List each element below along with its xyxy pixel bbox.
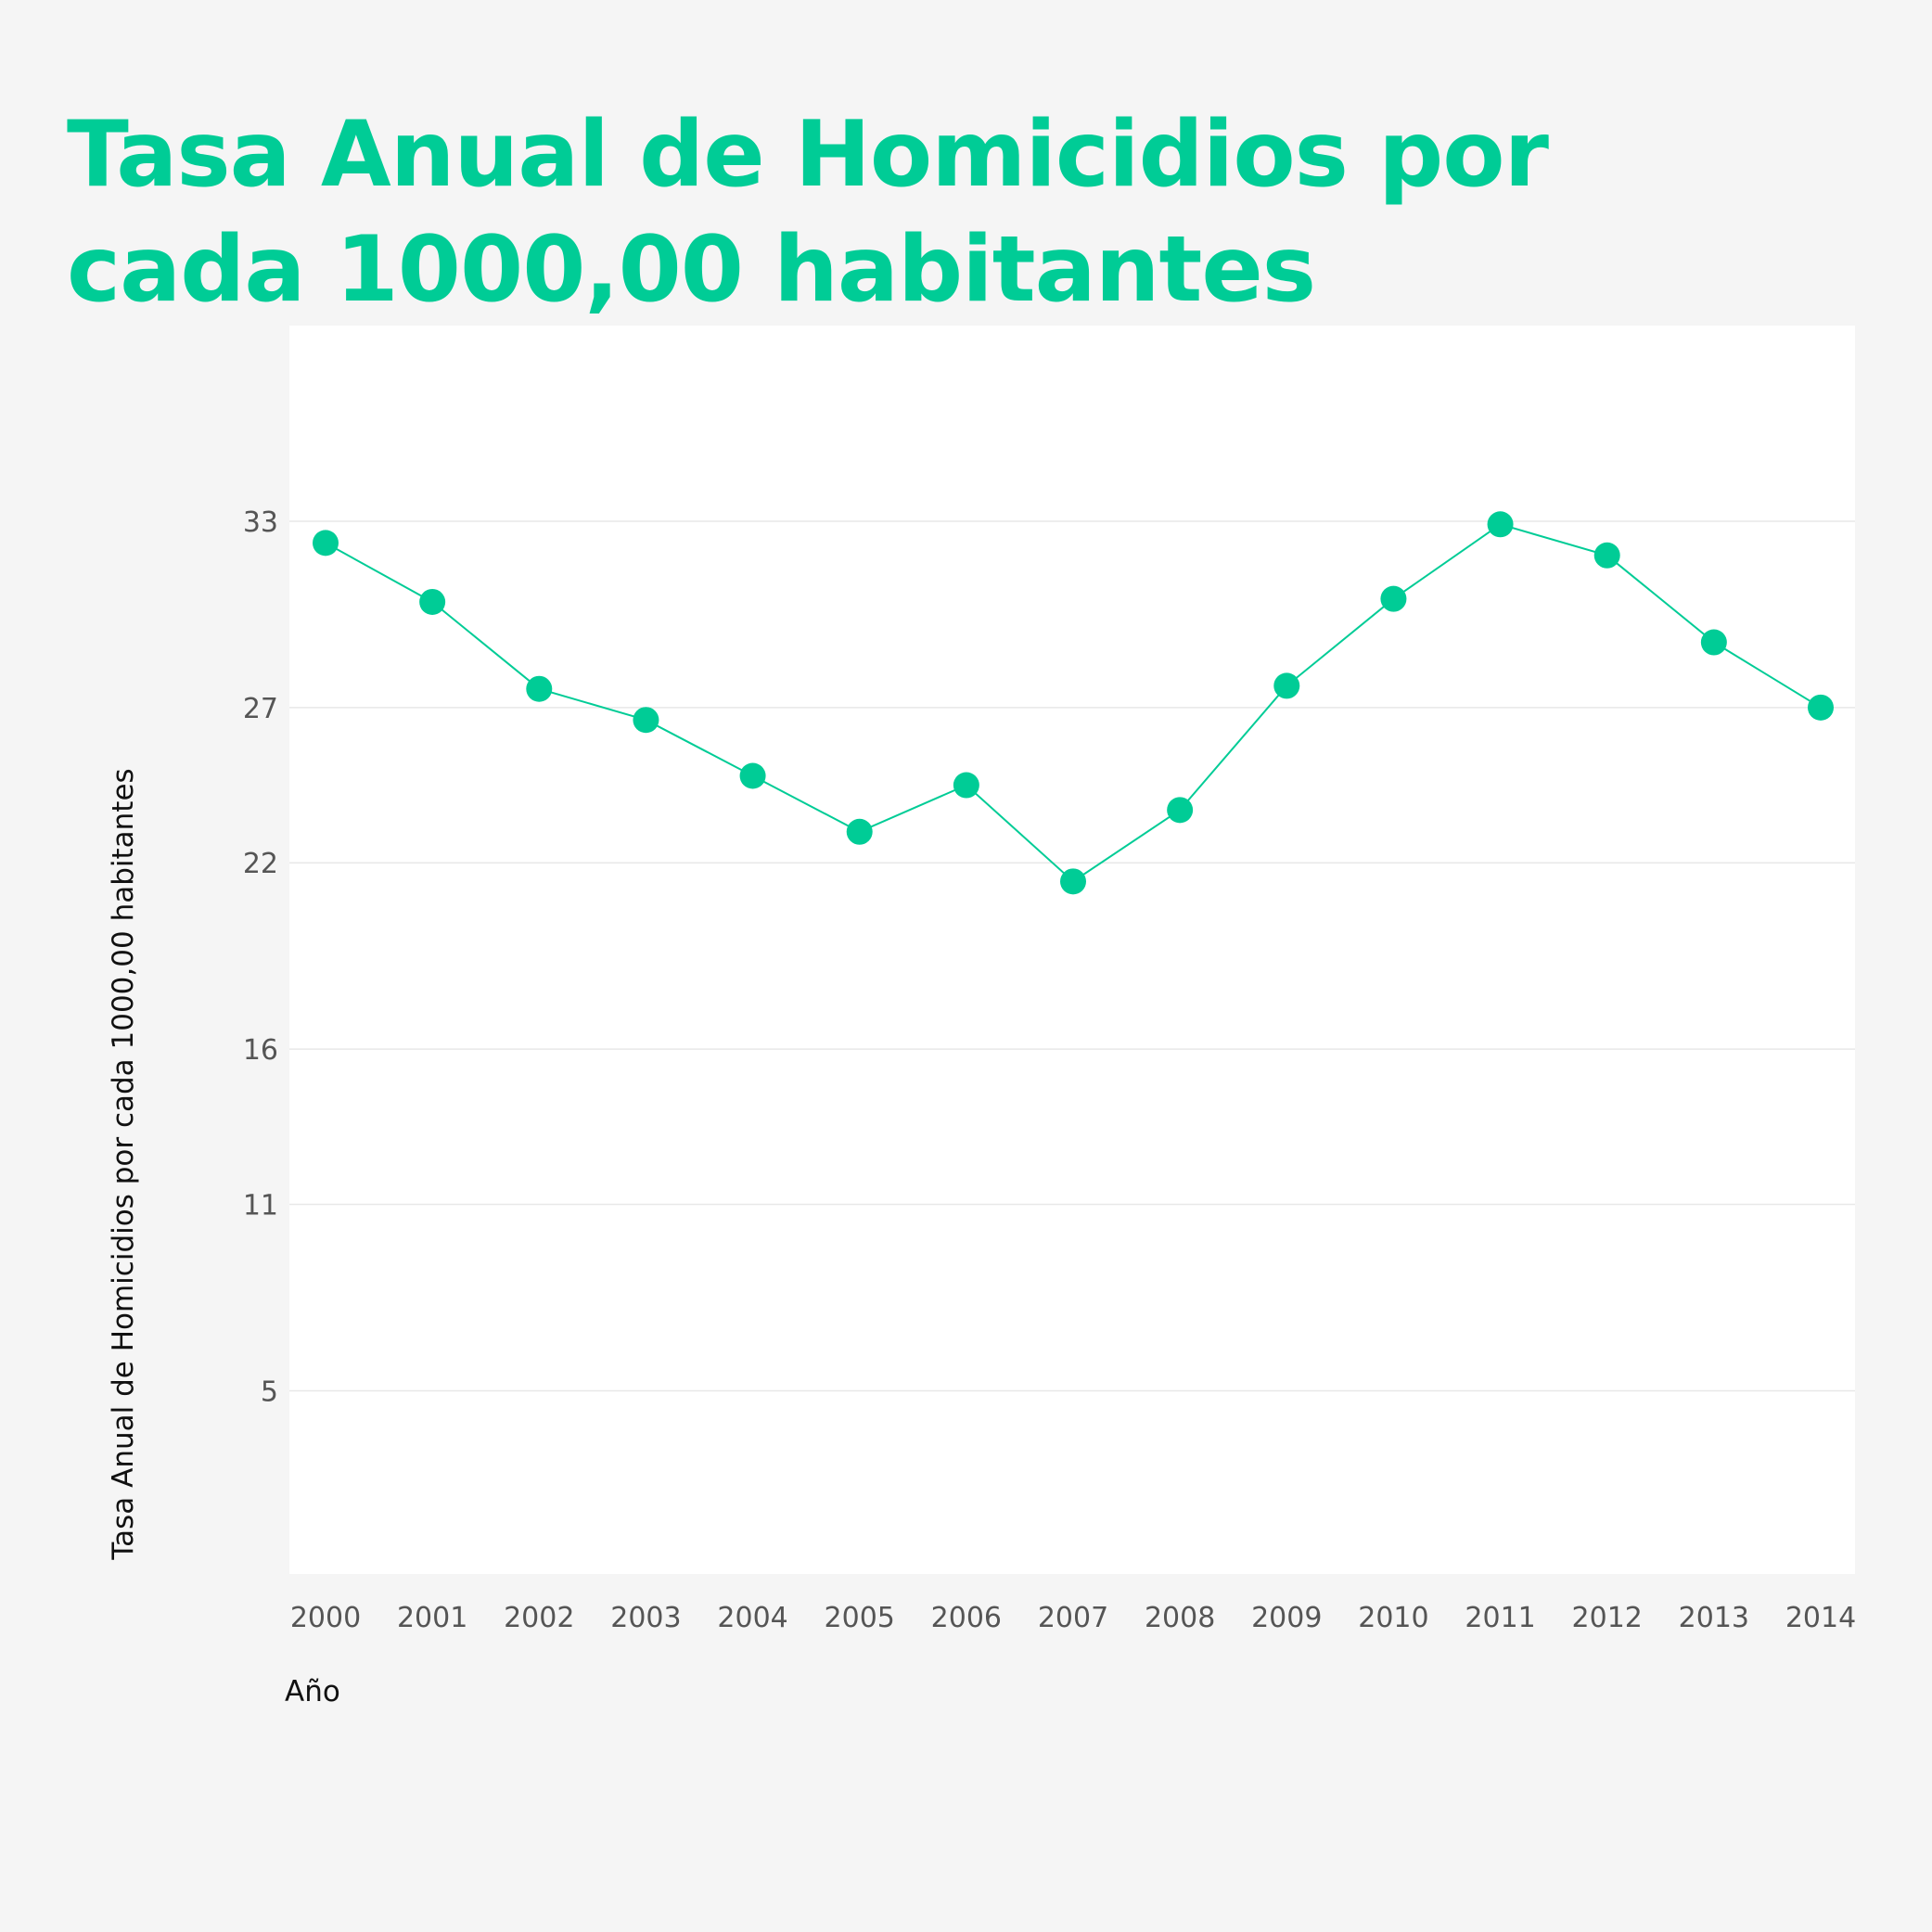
data-point-2002	[526, 675, 553, 702]
data-point-2013	[1700, 629, 1727, 656]
x-tick-label-2004: 2004	[717, 1602, 787, 1634]
x-tick-label-2012: 2012	[1572, 1602, 1643, 1634]
y-tick-labels: 5 11 16 22 27 33	[243, 506, 278, 1409]
y-tick-label-16: 16	[243, 1034, 278, 1067]
x-tick-label-2008: 2008	[1145, 1602, 1215, 1634]
data-point-2011	[1487, 511, 1514, 538]
y-tick-label-5: 5	[261, 1375, 278, 1408]
data-point-2014	[1808, 694, 1834, 721]
data-point-2006	[953, 772, 979, 799]
gridlines	[289, 520, 1855, 1392]
x-tick-label-2000: 2000	[290, 1602, 361, 1634]
x-tick-label-2011: 2011	[1465, 1602, 1535, 1634]
data-point-2004	[739, 762, 766, 789]
x-tick-label-2009: 2009	[1251, 1602, 1322, 1634]
y-axis-title: Tasa Anual de Homicidios por cada 1000,0…	[107, 768, 140, 1560]
data-point-2012	[1593, 542, 1620, 569]
y-tick-label-33: 33	[243, 506, 278, 539]
x-tick-labels: 2000 2001 2002 2003 2004 2005 2006 2007 2008 2009…	[290, 1602, 1856, 1634]
data-point-2001	[419, 588, 446, 615]
series-markers	[313, 511, 1834, 895]
plot-background	[289, 326, 1855, 1574]
x-tick-label-2003: 2003	[610, 1602, 681, 1634]
x-axis-title: Año	[285, 1675, 340, 1708]
data-point-2009	[1273, 672, 1300, 699]
data-point-2003	[633, 707, 659, 734]
x-tick-label-2002: 2002	[504, 1602, 574, 1634]
x-tick-label-2006: 2006	[931, 1602, 1002, 1634]
chart-title: Tasa Anual de Homicidios por cada 1000,0…	[67, 102, 1549, 323]
y-tick-label-11: 11	[243, 1190, 278, 1222]
x-tick-label-2001: 2001	[397, 1602, 467, 1634]
y-tick-label-22: 22	[243, 848, 278, 880]
data-point-2007	[1060, 868, 1086, 895]
x-tick-label-2010: 2010	[1358, 1602, 1428, 1634]
data-point-2008	[1167, 797, 1194, 824]
data-point-2005	[846, 818, 873, 845]
x-tick-label-2005: 2005	[825, 1602, 895, 1634]
x-tick-label-2007: 2007	[1038, 1602, 1108, 1634]
y-tick-label-27: 27	[243, 693, 278, 725]
data-point-2010	[1380, 585, 1407, 612]
x-tick-label-2014: 2014	[1785, 1602, 1856, 1634]
x-tick-label-2013: 2013	[1679, 1602, 1749, 1634]
data-point-2000	[313, 530, 339, 557]
